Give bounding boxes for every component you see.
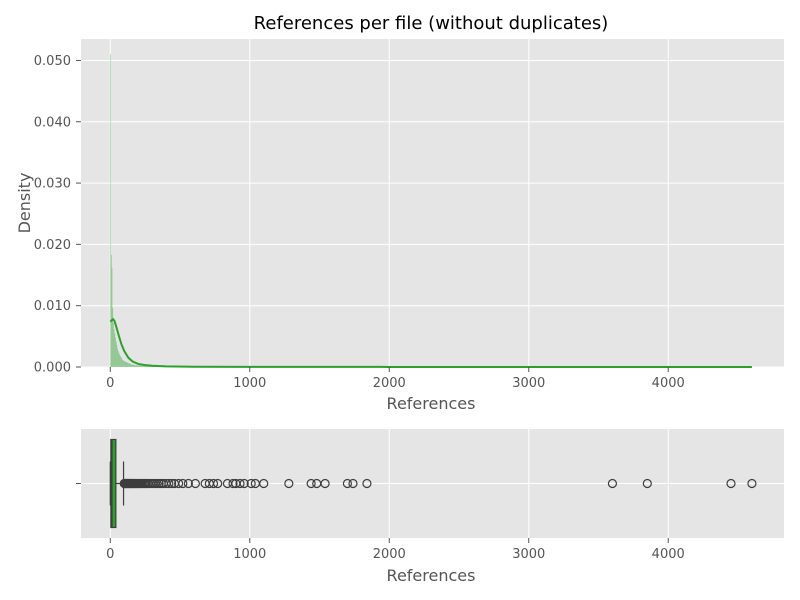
histogram-bar: [121, 357, 122, 367]
boxplot-x-tick-label: 4000: [652, 547, 685, 562]
histogram-bar: [122, 360, 123, 367]
histogram-y-ticks: 0.000 0.010 0.020 0.030 0.040 0.050: [34, 54, 81, 376]
boxplot-panel: 0 1000 2000 3000 4000 References: [76, 429, 784, 585]
boxplot-x-tick-label: 3000: [512, 547, 545, 562]
histogram-bar: [112, 268, 113, 367]
histogram-bar: [128, 363, 129, 367]
histogram-bar: [127, 363, 128, 367]
histogram-y-tick-label: 0.020: [34, 238, 71, 253]
histogram-bar: [113, 323, 114, 367]
histogram-bar: [112, 308, 113, 367]
histogram-y-tick-label: 0.050: [34, 54, 71, 69]
histogram-x-tick-label: 1000: [233, 376, 266, 391]
histogram-bar: [120, 356, 121, 367]
histogram-bar: [124, 361, 125, 367]
histogram-y-tick-label: 0.040: [34, 115, 71, 130]
histogram-bar: [124, 361, 125, 367]
histogram-x-axis-label: References: [387, 394, 476, 413]
histogram-y-tick-label: 0.000: [34, 361, 71, 376]
histogram-bar: [116, 341, 117, 367]
histogram-bar: [117, 349, 118, 367]
histogram-x-tick-label: 2000: [373, 376, 406, 391]
histogram-bar: [126, 362, 127, 367]
histogram-panel: 0 1000 2000 3000 4000 0.0000.0100.0200.0300.…: [15, 39, 784, 413]
boxplot-x-ticks: 0 1000 2000 3000 4000: [106, 538, 685, 562]
histogram-bar: [123, 360, 124, 367]
histogram-y-tick-label: 0.010: [34, 299, 71, 314]
chart-title: References per file (without duplicates): [254, 13, 609, 34]
histogram-bar: [130, 364, 131, 367]
histogram-x-ticks: 0 1000 2000 3000 4000: [106, 367, 685, 391]
histogram-bar: [117, 345, 118, 367]
histogram-plot-area: [81, 39, 784, 367]
y-axis-label: Density: [15, 173, 34, 234]
histogram-bar: [118, 351, 119, 367]
histogram-bar: [137, 365, 141, 367]
histogram-bar: [114, 329, 115, 367]
histogram-y-tick-label: 0.030: [34, 177, 71, 192]
histogram-bar: [121, 358, 122, 367]
histogram-bar: [111, 255, 112, 367]
histogram-bar: [131, 365, 134, 367]
boxplot-x-tick-label: 0: [106, 547, 114, 562]
histogram-x-tick-label: 0: [106, 376, 114, 391]
histogram-bar: [134, 365, 137, 367]
histogram-bar: [114, 333, 115, 367]
boxplot-x-tick-label: 1000: [233, 547, 266, 562]
boxplot-x-tick-label: 2000: [373, 547, 406, 562]
histogram-bar: [119, 355, 120, 367]
histogram-x-tick-label: 3000: [512, 376, 545, 391]
histogram-bar: [119, 353, 120, 367]
histogram-bar: [115, 338, 116, 367]
histogram-x-tick-label: 4000: [652, 376, 685, 391]
boxplot-x-axis-label: References: [387, 566, 476, 585]
